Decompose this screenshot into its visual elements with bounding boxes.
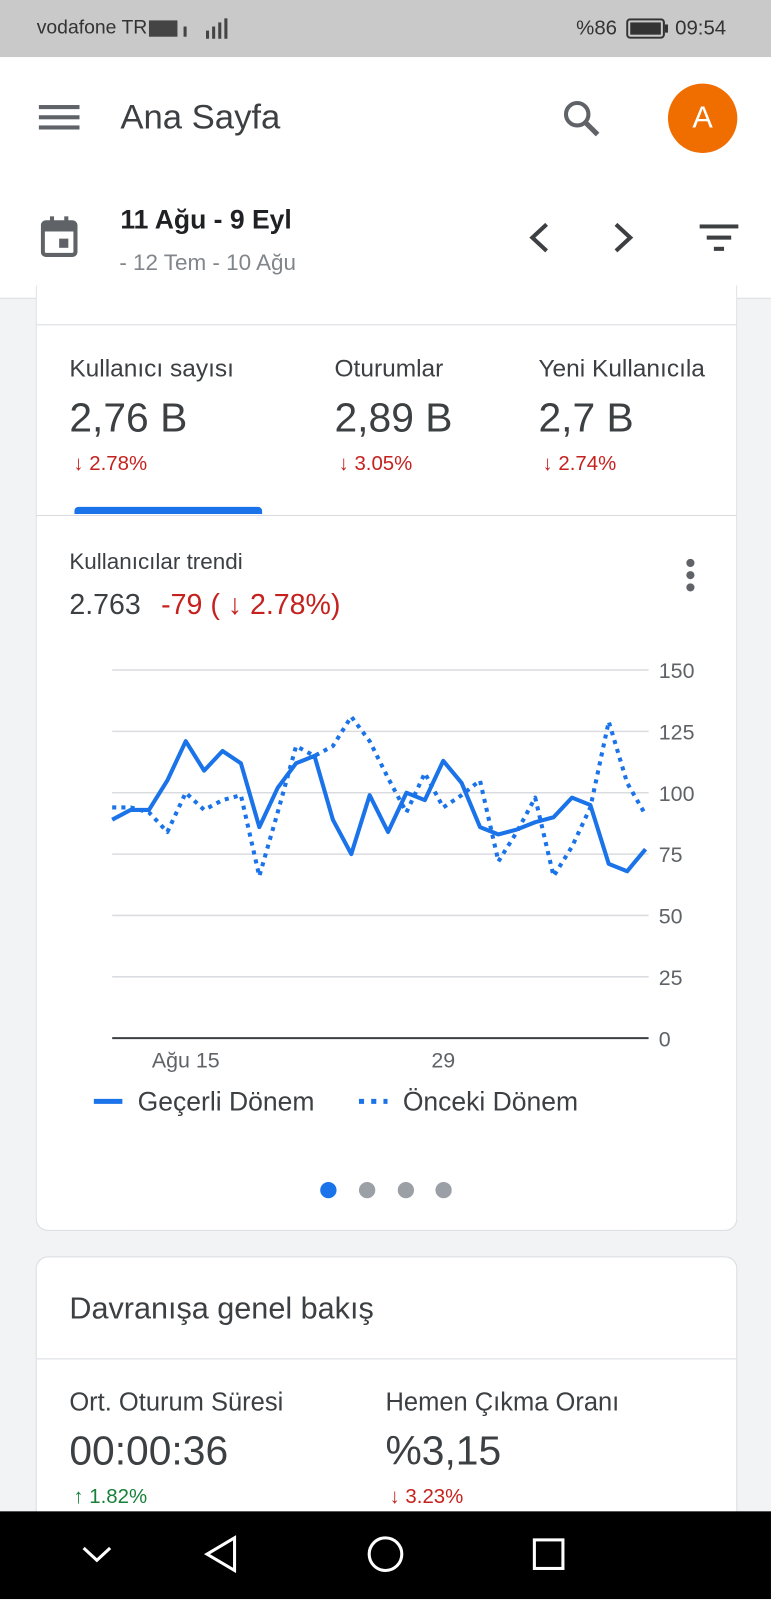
metric-change: ↓ 2.74% [542, 452, 617, 476]
metric-label: Oturumlar [334, 354, 444, 383]
compare-range: - 12 Tem - 10 Ağu [119, 249, 296, 276]
more-icon[interactable] [683, 557, 697, 598]
signal-icons [148, 18, 228, 39]
y-tick-label: 125 [659, 721, 695, 745]
carrier: vodafone TR [36, 17, 148, 39]
metric-label: Hemen Çıkma Oranı [385, 1387, 620, 1417]
nav-bar [0, 1511, 771, 1600]
y-tick-label: 100 [659, 782, 695, 806]
y-tick-label: 0 [659, 1027, 671, 1051]
metric-label: Yeni Kullanıcıla [538, 354, 705, 383]
series-line [112, 714, 648, 879]
metric-value: 2,7 B [538, 395, 634, 441]
metric-change: ↑ 1.82% [73, 1485, 148, 1509]
trend-chart: 0 25 50 75 100 125 150 Ağu 15 29 Geçerli Dönem Önc… [93, 659, 695, 1117]
series-line [111, 739, 648, 874]
range-nav[interactable] [526, 222, 648, 253]
metric-value: 2,89 B [334, 395, 453, 441]
pager-dots[interactable] [319, 1180, 452, 1200]
avatar[interactable]: A [667, 83, 738, 153]
behavior-metrics: Ort. Oturum Süresi 00:00:36 ↑ 1.82% Hemen Ç… [37, 1359, 737, 1522]
search-icon[interactable] [561, 98, 602, 139]
trend-delta: -79 ( ↓ 2.78%) [161, 588, 341, 621]
trend-total: 2.763 [69, 588, 141, 621]
x-tick-label: Ağu 15 [152, 1049, 220, 1073]
nav-buttons[interactable] [0, 1511, 771, 1599]
battery-percent: %86 [576, 17, 618, 40]
metric-change: ↓ 3.05% [338, 452, 413, 476]
calendar-icon[interactable] [40, 216, 78, 257]
metric-label: Ort. Oturum Süresi [69, 1387, 284, 1417]
legend-label: Önceki Dönem [403, 1087, 578, 1117]
x-tick-label: 29 [431, 1049, 455, 1073]
metric-change: ↓ 3.23% [389, 1485, 464, 1509]
app-bar: Ana Sayfa A 11 Ağu - 9 Eyl - 12 Tem - 10… [0, 57, 771, 299]
metric-value: 00:00:36 [69, 1428, 229, 1474]
date-range[interactable]: 11 Ağu - 9 Eyl [120, 203, 292, 235]
page-title: Ana Sayfa [120, 97, 281, 137]
clock: 09:54 [675, 17, 727, 40]
metric-value: 2,76 B [69, 395, 188, 441]
y-tick-label: 150 [659, 659, 695, 683]
battery-icon [626, 18, 668, 39]
status-bar: vodafone TR %86 09:54 [0, 0, 771, 58]
metric-change: ↓ 2.78% [73, 452, 148, 476]
metric-value: %3,15 [385, 1428, 502, 1474]
metric-label: Kullanıcı sayısı [69, 354, 234, 383]
menu-icon[interactable] [38, 102, 80, 133]
behavior-title: Davranışa genel bakış [69, 1292, 374, 1326]
metric-tabs: Kullanıcı sayısı 2,76 B ↓ 2.78% Oturumlar 2,… [37, 324, 737, 514]
trend-title: Kullanıcılar trendi [69, 548, 243, 575]
y-tick-label: 50 [659, 905, 683, 929]
legend-label: Geçerli Dönem [138, 1087, 315, 1117]
y-tick-label: 75 [659, 843, 683, 867]
filter-icon[interactable] [699, 224, 741, 253]
y-tick-label: 25 [659, 966, 683, 990]
tab-indicator [74, 506, 263, 514]
